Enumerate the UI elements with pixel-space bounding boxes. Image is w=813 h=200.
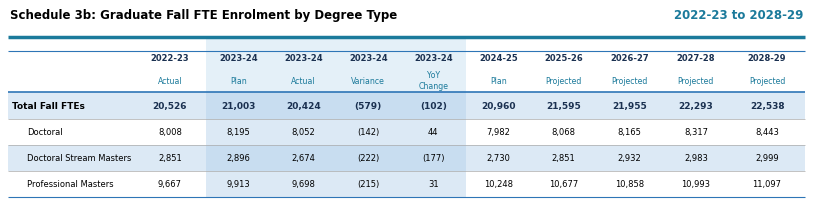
Bar [271,119,336,145]
Text: 20,424: 20,424 [286,102,320,110]
Bar [8,171,805,197]
Text: 2,674: 2,674 [291,154,315,162]
Text: 2022-23 to 2028-29: 2022-23 to 2028-29 [674,9,803,22]
Text: 2024-25: 2024-25 [479,54,518,62]
Text: YoY
Change: YoY Change [419,71,448,91]
Text: (177): (177) [422,154,445,162]
Text: (102): (102) [420,102,447,110]
Text: 2,932: 2,932 [617,154,641,162]
Bar [401,38,466,197]
Text: 8,052: 8,052 [291,128,315,136]
Text: 10,858: 10,858 [615,180,644,188]
Text: 21,595: 21,595 [546,102,580,110]
Bar [206,93,271,119]
Text: 9,698: 9,698 [291,180,315,188]
Text: Plan: Plan [230,77,246,85]
Bar [271,38,336,197]
Text: 22,293: 22,293 [679,102,713,110]
Bar [401,171,466,197]
Text: 2,851: 2,851 [551,154,576,162]
Text: (215): (215) [357,180,380,188]
Text: 8,008: 8,008 [158,128,182,136]
Text: 2022-23: 2022-23 [150,54,189,62]
Text: Doctoral: Doctoral [27,128,63,136]
Bar [401,93,466,119]
Text: 10,993: 10,993 [681,180,711,188]
Text: Professional Masters: Professional Masters [27,180,114,188]
Text: 21,003: 21,003 [221,102,255,110]
Text: Schedule 3b: Graduate Fall FTE Enrolment by Degree Type: Schedule 3b: Graduate Fall FTE Enrolment… [10,9,397,22]
Text: 2023-24: 2023-24 [414,54,453,62]
Bar [206,38,271,197]
Text: 8,165: 8,165 [617,128,641,136]
Bar [336,93,401,119]
Text: Actual: Actual [291,77,315,85]
Text: Projected: Projected [678,77,714,85]
Text: Plan: Plan [490,77,506,85]
Text: 11,097: 11,097 [753,180,781,188]
Text: 2023-24: 2023-24 [219,54,258,62]
Bar [271,145,336,171]
Text: 2,999: 2,999 [755,154,779,162]
Text: 21,955: 21,955 [612,102,646,110]
Bar [206,171,271,197]
Bar [401,119,466,145]
Text: 2,851: 2,851 [158,154,182,162]
Bar [336,38,401,197]
Text: 10,248: 10,248 [484,180,513,188]
Text: 22,538: 22,538 [750,102,785,110]
Text: Doctoral Stream Masters: Doctoral Stream Masters [27,154,131,162]
Text: 2025-26: 2025-26 [544,54,583,62]
Bar [336,119,401,145]
Text: 2,983: 2,983 [684,154,708,162]
Text: 2023-24: 2023-24 [284,54,323,62]
Text: 8,195: 8,195 [226,128,250,136]
Text: 2028-29: 2028-29 [748,54,786,62]
Text: 2023-24: 2023-24 [349,54,388,62]
Text: 2,730: 2,730 [486,154,511,162]
Text: Total Fall FTEs: Total Fall FTEs [12,102,85,110]
Text: 8,443: 8,443 [755,128,779,136]
Bar [8,93,805,119]
Text: 20,526: 20,526 [153,102,187,110]
Bar [206,145,271,171]
Text: Projected: Projected [546,77,581,85]
Text: (222): (222) [357,154,380,162]
Text: (142): (142) [357,128,380,136]
Text: 31: 31 [428,180,439,188]
Bar [271,171,336,197]
Text: 10,677: 10,677 [549,180,578,188]
Text: (579): (579) [354,102,382,110]
Text: 20,960: 20,960 [481,102,515,110]
Text: Projected: Projected [749,77,785,85]
Bar [336,145,401,171]
Text: 44: 44 [428,128,438,136]
Text: Variance: Variance [351,77,385,85]
Bar [271,93,336,119]
Text: 9,667: 9,667 [158,180,182,188]
Text: 8,317: 8,317 [684,128,708,136]
Text: Actual: Actual [158,77,182,85]
Bar [8,119,805,145]
Text: 9,913: 9,913 [226,180,250,188]
Bar [336,171,401,197]
Text: 2,896: 2,896 [226,154,250,162]
Text: 7,982: 7,982 [486,128,511,136]
Bar [206,119,271,145]
Bar [8,145,805,171]
Text: 2027-28: 2027-28 [676,54,715,62]
Text: Projected: Projected [611,77,647,85]
Text: 2026-27: 2026-27 [610,54,649,62]
Text: 8,068: 8,068 [551,128,576,136]
Bar [401,145,466,171]
